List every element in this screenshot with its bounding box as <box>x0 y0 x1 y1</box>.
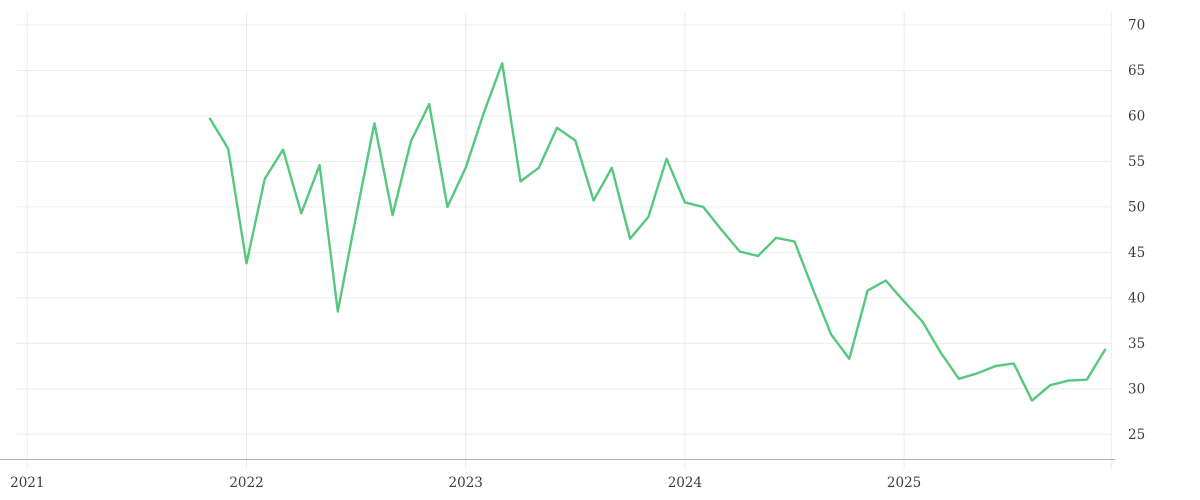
y-axis-tick-label: 55 <box>1128 154 1145 170</box>
y-axis-tick-label: 45 <box>1128 245 1145 261</box>
x-axis-tick-label: 2024 <box>668 475 702 491</box>
x-axis-tick-label: 2021 <box>10 475 44 491</box>
x-axis-tick-label: 2022 <box>229 475 263 491</box>
y-axis-tick-label: 35 <box>1128 336 1145 352</box>
y-axis-tick-label: 70 <box>1128 18 1145 34</box>
y-axis-tick-label: 60 <box>1128 108 1145 124</box>
y-axis-tick-label: 40 <box>1128 290 1145 306</box>
series-line <box>208 62 1107 402</box>
y-axis-tick-label: 65 <box>1128 63 1145 79</box>
x-axis-tick-label: 2025 <box>887 475 921 491</box>
y-axis-tick-label: 30 <box>1128 381 1145 397</box>
y-axis-tick-label: 25 <box>1128 427 1145 443</box>
y-axis-tick-label: 50 <box>1128 199 1145 215</box>
x-axis-tick-label: 2023 <box>449 475 483 491</box>
